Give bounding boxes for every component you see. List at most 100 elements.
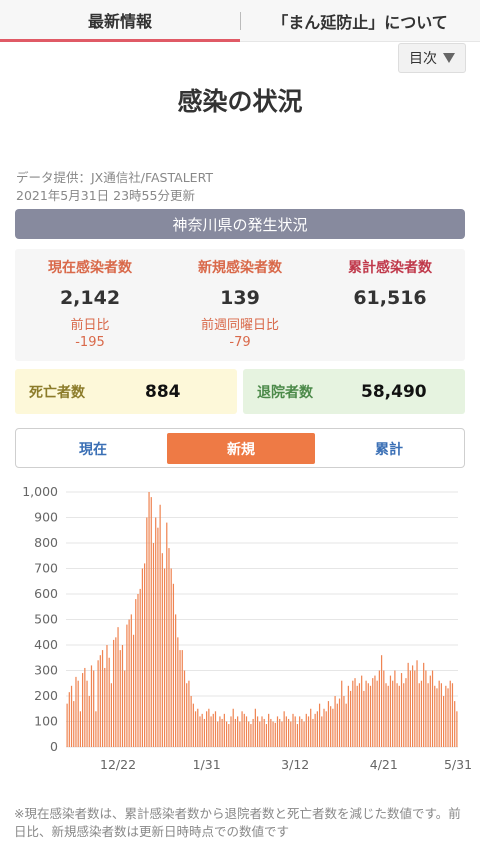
bar	[214, 711, 217, 747]
bar	[110, 683, 113, 747]
cumulative-cases-label: 累計感染者数	[348, 260, 432, 276]
bar	[427, 683, 429, 747]
bar	[296, 724, 299, 747]
x-tick-label: 1/31	[193, 757, 221, 772]
bar	[356, 685, 358, 747]
bar	[146, 517, 148, 747]
bar	[338, 698, 341, 747]
bar	[148, 492, 150, 747]
bar	[93, 670, 95, 747]
bar	[454, 701, 456, 747]
bar	[190, 696, 192, 747]
bar	[383, 670, 385, 747]
tab-divider	[240, 12, 241, 30]
bar	[416, 660, 418, 747]
discharged-box: 退院者数 58,490	[243, 369, 465, 414]
bar	[268, 713, 270, 747]
bar	[263, 718, 265, 747]
bar	[276, 716, 279, 747]
bar	[192, 703, 194, 747]
bar	[429, 675, 431, 747]
bar	[152, 543, 155, 747]
tab-latest-info[interactable]: 最新情報	[0, 0, 240, 42]
x-tick-label: 3/12	[281, 757, 309, 772]
bar	[183, 670, 186, 747]
bar	[179, 650, 181, 747]
y-tick-label: 0	[50, 739, 58, 754]
bar	[434, 685, 436, 747]
bar	[363, 690, 365, 747]
bar	[265, 724, 268, 747]
bar	[261, 716, 263, 747]
bar	[301, 718, 303, 747]
bar	[228, 724, 230, 747]
bar	[445, 685, 447, 747]
bar	[124, 670, 126, 747]
y-tick-label: 800	[34, 535, 58, 550]
bar	[259, 721, 261, 747]
bar	[403, 683, 405, 747]
bar	[77, 680, 79, 747]
bar	[137, 594, 139, 747]
bar	[312, 718, 314, 747]
bar	[208, 708, 210, 747]
tab-current[interactable]: 現在	[79, 441, 107, 458]
current-cases-value: 2,142	[59, 287, 121, 309]
new-cases-label: 新規感染者数	[198, 260, 282, 276]
toc-label: 目次	[409, 51, 437, 67]
bar	[239, 721, 241, 747]
tab-new[interactable]: 新規	[167, 433, 315, 464]
new-cases-sub-value: -79	[229, 335, 251, 350]
bar	[101, 650, 104, 747]
footnote: ※現在感染者数は、累計感染者数から退院者数と死亡者数を減じた数値です。前日比、新…	[14, 806, 461, 839]
bar	[232, 708, 234, 747]
bar	[316, 711, 318, 747]
y-tick-label: 300	[34, 663, 58, 678]
tab-cumulative[interactable]: 累計	[375, 441, 403, 458]
bar	[166, 522, 168, 747]
bar	[230, 716, 232, 747]
bar	[194, 711, 197, 747]
bar	[378, 670, 380, 747]
toc-dropdown-button[interactable]: 目次	[398, 43, 466, 73]
bar	[254, 708, 256, 747]
bar	[237, 716, 239, 747]
bar	[121, 645, 124, 747]
bar	[451, 683, 454, 747]
bar	[117, 627, 119, 747]
bar	[252, 718, 254, 747]
y-tick-label: 900	[34, 510, 58, 525]
bar	[334, 696, 336, 747]
bar	[358, 683, 361, 747]
bar	[343, 696, 345, 747]
bar	[374, 675, 376, 747]
bar	[217, 721, 219, 747]
stats-panel: 現在感染者数 2,142 前日比 -195 新規感染者数 139 前週同曜日比 …	[15, 249, 465, 361]
tab-manen-boushi[interactable]: 「まん延防止」について	[240, 0, 480, 42]
bar	[411, 665, 414, 747]
bar	[376, 680, 378, 747]
bar	[281, 721, 283, 747]
bar	[119, 650, 121, 747]
data-source-text: データ提供：JX通信社/FASTALERT	[16, 170, 213, 185]
bar	[354, 678, 356, 747]
bar	[387, 685, 389, 747]
bar	[132, 634, 135, 747]
bar	[423, 662, 425, 747]
bar	[425, 670, 427, 747]
bar	[199, 716, 201, 747]
bar	[225, 721, 228, 747]
bar	[113, 639, 115, 747]
bar	[438, 680, 440, 747]
bar	[128, 619, 130, 747]
bar	[68, 692, 70, 747]
bar	[385, 683, 387, 747]
bar	[210, 716, 212, 747]
deaths-box: 死亡者数 884	[15, 369, 237, 414]
bar	[369, 685, 372, 747]
bar	[168, 548, 170, 747]
top-navigation: 最新情報 「まん延防止」について	[0, 0, 480, 42]
bar	[175, 614, 177, 747]
deaths-value: 884	[145, 381, 181, 402]
bar	[144, 563, 146, 747]
